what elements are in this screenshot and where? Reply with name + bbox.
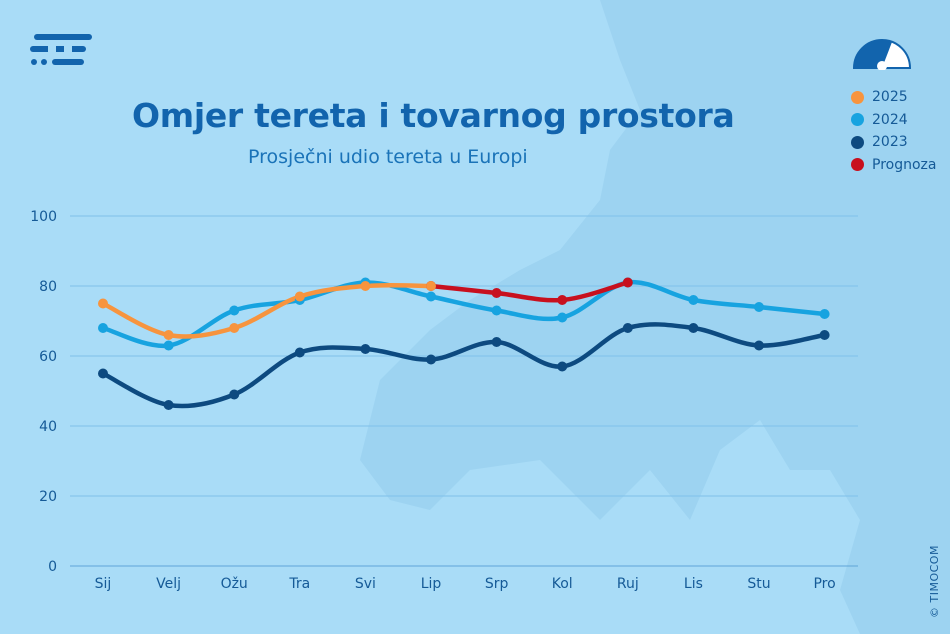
data-point — [622, 323, 633, 333]
data-point — [557, 361, 568, 372]
data-point — [622, 277, 633, 288]
x-tick-label: Velj — [156, 576, 181, 592]
data-point — [294, 291, 305, 302]
x-axis: Sij Velj Ožu Tra Svi Lip Srp Kol Ruj Lis Stu Pro — [95, 576, 836, 592]
y-tick-label: 80 — [39, 279, 57, 295]
x-tick-label: Stu — [747, 576, 770, 592]
x-tick-label: Svi — [355, 576, 376, 592]
data-point — [229, 389, 240, 400]
x-tick-label: Ruj — [617, 576, 639, 592]
data-point — [819, 309, 830, 319]
data-point — [754, 302, 764, 312]
y-tick-label: 20 — [39, 489, 57, 505]
x-tick-label: Kol — [552, 576, 573, 592]
data-point — [98, 368, 108, 379]
series-points — [98, 277, 830, 410]
legend-swatch — [851, 113, 864, 127]
data-point — [163, 340, 174, 351]
data-point — [557, 295, 568, 305]
timocom-logo-icon — [30, 34, 94, 74]
data-point — [491, 337, 502, 347]
series-line — [100, 279, 827, 349]
legend-item: 2023 — [851, 131, 936, 154]
x-tick-label: Tra — [288, 576, 310, 592]
data-point — [491, 288, 502, 298]
legend: 2025 2024 2023 Prognoza — [851, 86, 936, 176]
data-point — [491, 305, 502, 316]
x-tick-label: Sij — [95, 576, 112, 592]
x-tick-label: Ožu — [221, 576, 248, 592]
data-point — [360, 344, 371, 354]
data-point — [688, 323, 699, 333]
data-point — [754, 340, 764, 351]
data-point — [688, 295, 699, 305]
series-line — [428, 280, 631, 303]
x-tick-label: Pro — [813, 576, 835, 592]
series-line — [100, 282, 434, 339]
data-point — [360, 281, 371, 291]
y-tick-label: 40 — [39, 419, 57, 435]
legend-swatch — [851, 90, 864, 104]
y-tick-label: 0 — [48, 559, 57, 575]
data-point — [229, 323, 240, 333]
map-background — [360, 0, 950, 634]
chart-subtitle: Prosječni udio tereta u Europi — [248, 146, 528, 168]
legend-label: Prognoza — [872, 156, 937, 173]
y-tick-label: 100 — [30, 209, 57, 225]
chart-title: Omjer tereta i tovarnog prostora — [132, 96, 735, 135]
data-point — [426, 354, 436, 365]
x-tick-label: Lis — [684, 576, 703, 592]
y-axis: 0 20 40 60 80 100 — [30, 209, 57, 575]
x-tick-label: Srp — [485, 576, 509, 592]
x-tick-label: Lip — [421, 576, 442, 592]
y-tick-label: 60 — [39, 349, 57, 365]
legend-item: 2024 — [851, 109, 936, 132]
data-point — [98, 323, 108, 333]
data-point — [294, 347, 305, 358]
legend-label: 2024 — [872, 111, 908, 128]
legend-item: 2025 — [851, 86, 936, 109]
data-point — [163, 330, 174, 340]
legend-label: 2025 — [872, 89, 908, 106]
legend-item: Prognoza — [851, 154, 936, 177]
copyright-text: © TIMOCOM — [928, 545, 941, 618]
data-point — [819, 330, 830, 340]
legend-swatch — [851, 158, 864, 172]
data-point — [163, 400, 174, 410]
gauge-meter-icon — [852, 38, 912, 74]
data-point — [426, 291, 436, 302]
legend-label: 2023 — [872, 134, 908, 151]
data-point — [557, 312, 568, 323]
data-point — [426, 281, 436, 291]
data-point — [229, 305, 240, 316]
legend-swatch — [851, 135, 864, 149]
data-point — [98, 298, 108, 309]
grid — [70, 215, 858, 567]
